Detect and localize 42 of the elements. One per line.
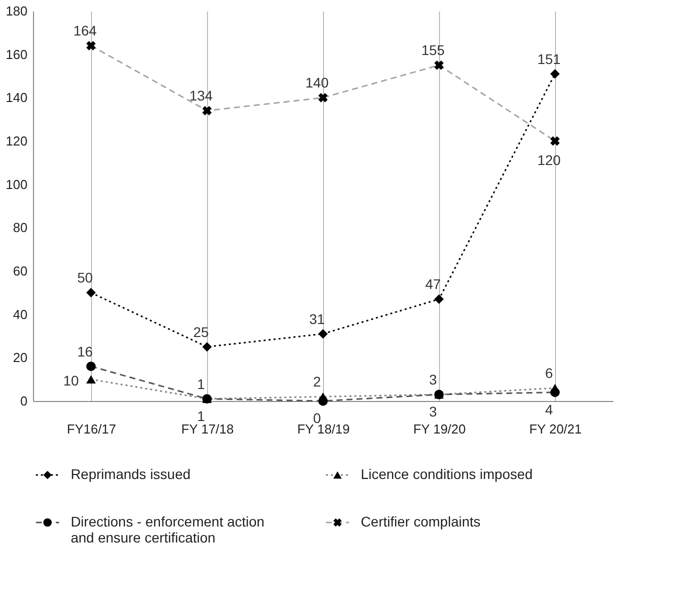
data-label: 1: [197, 376, 206, 392]
data-label: 3: [429, 404, 438, 420]
legend-label: Licence conditions imposed: [360, 466, 533, 482]
data-label: 6: [545, 365, 554, 381]
y-tick-label: 120: [6, 134, 28, 148]
x-tick-label: FY 17/18: [181, 422, 234, 436]
legend-label: Certifier complaints: [360, 514, 481, 530]
y-tick-label: 100: [6, 176, 28, 192]
point: [318, 329, 328, 339]
y-tick-label: 180: [6, 4, 28, 18]
data-label: 151: [537, 50, 561, 67]
data-label: 155: [421, 42, 445, 58]
data-label: 31: [309, 310, 325, 327]
data-label: 3: [429, 372, 438, 388]
data-label: 140: [305, 74, 329, 91]
legend-label: Directions - enforcement action and ensure certification: [70, 514, 264, 546]
data-label: 134: [189, 88, 213, 104]
y-tick-label: 20: [13, 350, 28, 366]
y-tick-label: 80: [13, 220, 28, 236]
y-tick-label: 160: [6, 46, 28, 62]
point: [202, 342, 212, 352]
data-label: 120: [537, 152, 561, 168]
data-label: 164: [73, 22, 97, 39]
y-tick-label: 40: [13, 306, 28, 322]
y-tick-label: 60: [13, 264, 28, 278]
data-label: 47: [425, 276, 441, 292]
legend-label: Reprimands issued: [70, 466, 191, 482]
x-tick-label: FY16/17: [66, 422, 116, 436]
point: [86, 288, 96, 298]
data-label: 10: [63, 372, 79, 388]
data-label: 4: [545, 401, 554, 418]
data-label: 1: [197, 408, 206, 424]
point: [434, 294, 444, 304]
x-tick-label: FY 19/20: [413, 422, 466, 436]
point: [550, 69, 560, 79]
y-tick-label: 140: [6, 90, 28, 106]
data-label: 16: [77, 343, 93, 360]
data-label: 50: [77, 270, 93, 286]
data-label: 2: [313, 374, 322, 390]
y-tick-label: 0: [20, 394, 28, 408]
data-label: 25: [193, 324, 209, 340]
x-tick-label: FY 20/21: [529, 422, 582, 436]
